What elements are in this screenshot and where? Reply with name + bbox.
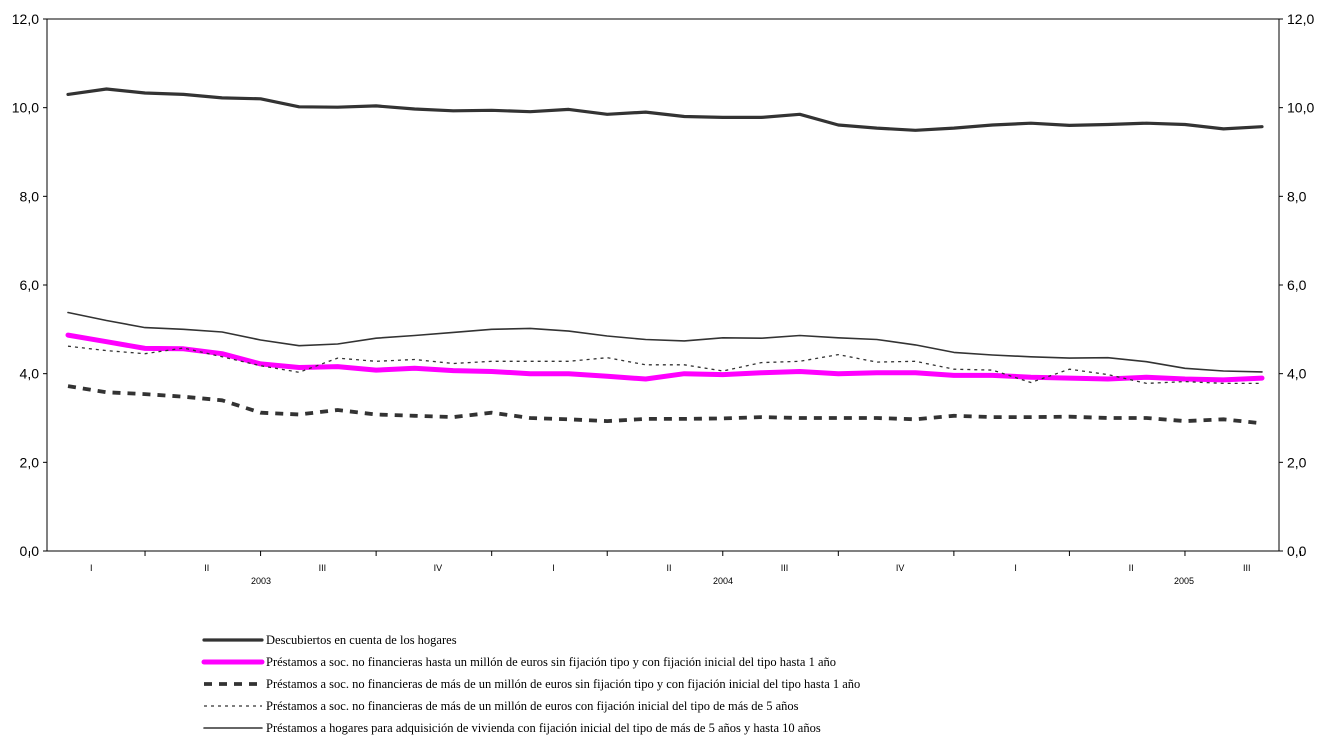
x-quarter-label: II (666, 563, 671, 573)
x-year-label: 2005 (1174, 576, 1194, 586)
y-tick-label-left: 8,0 (20, 188, 40, 204)
x-quarter-label: IV (896, 563, 905, 573)
y-tick-label-right: 0,0 (1287, 543, 1307, 559)
x-year-label: 2004 (713, 576, 733, 586)
y-tick-label-right: 10,0 (1287, 100, 1314, 116)
y-tick-label-right: 8,0 (1287, 188, 1307, 204)
series-line-3 (67, 384, 1263, 426)
y-tick-label-left: 2,0 (20, 454, 40, 470)
series-line-1 (66, 87, 1264, 132)
legend: Descubiertos en cuenta de los hogares Pré… (201, 633, 860, 735)
series-line-2 (65, 332, 1265, 383)
series-line-4 (67, 345, 1262, 385)
x-quarter-label: I (1014, 563, 1017, 573)
y-tick-label-right: 12,0 (1287, 11, 1314, 27)
x-quarter-label: III (319, 563, 327, 573)
y-tick-label-right: 4,0 (1287, 366, 1307, 382)
y-tick-label-left: 10,0 (12, 100, 39, 116)
legend-label-1: Descubiertos en cuenta de los hogares (266, 633, 457, 647)
y-tick-label-left: 12,0 (12, 11, 39, 27)
y-tick-label-right: 2,0 (1287, 454, 1307, 470)
series-line-5 (67, 311, 1263, 373)
x-quarter-label: III (781, 563, 789, 573)
x-year-label: 2003 (251, 576, 271, 586)
x-quarter-label: I (552, 563, 555, 573)
y-tick-label-left: 6,0 (20, 277, 40, 293)
legend-label-4: Préstamos a soc. no financieras de más d… (266, 699, 799, 713)
axes: 0,0 0,02,0 2,04,0 4,06,0 6,08,0 8,010,0 10,012… (12, 11, 1315, 586)
x-quarter-label: II (1129, 563, 1134, 573)
y-tick-label-left: 4,0 (20, 366, 40, 382)
x-quarter-label: I (90, 563, 93, 573)
x-quarter-label: IV (434, 563, 443, 573)
legend-label-3: Préstamos a soc. no financieras de más d… (266, 677, 860, 691)
y-tick-label-right: 6,0 (1287, 277, 1307, 293)
legend-label-5: Préstamos a hogares para adquisición de … (266, 721, 821, 735)
x-quarter-label: III (1243, 563, 1251, 573)
x-quarter-label: II (204, 563, 209, 573)
series-layer (65, 87, 1265, 426)
legend-label-2: Préstamos a soc. no financieras hasta un… (266, 655, 836, 669)
